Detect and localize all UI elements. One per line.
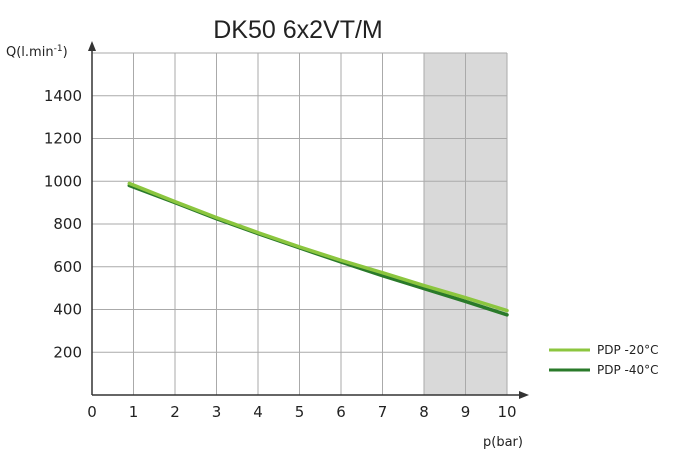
x-tick-label-2: 2	[170, 403, 180, 421]
x-axis-arrow	[519, 391, 529, 399]
axes	[88, 41, 529, 399]
y-axis-label: Q(l.min-1)	[6, 44, 68, 60]
y-axis-label-main: Q(l.min	[6, 45, 54, 60]
y-axis-arrow	[88, 41, 96, 51]
x-tick-label-7: 7	[378, 403, 388, 421]
legend-label-pdp-20: PDP -20°C	[597, 343, 659, 357]
legend: PDP -20°C PDP -40°C	[549, 343, 659, 377]
y-tick-label-1400: 1400	[44, 87, 82, 105]
x-tick-label-4: 4	[253, 403, 263, 421]
grid	[92, 52, 508, 395]
x-tick-label-0: 0	[87, 403, 97, 421]
x-tick-label-9: 9	[461, 403, 471, 421]
x-axis-label: p(bar)	[483, 435, 523, 450]
legend-label-pdp-40: PDP -40°C	[597, 363, 659, 377]
tick-labels: 0 1 2 3 4 5 6 7 8 9 10 200 400 600 800 1000 1200 1400	[44, 87, 517, 421]
x-tick-label-10: 10	[497, 403, 516, 421]
x-tick-label-6: 6	[336, 403, 346, 421]
x-tick-label-3: 3	[212, 403, 222, 421]
y-tick-label-600: 600	[53, 258, 82, 276]
y-tick-label-800: 800	[53, 215, 82, 233]
y-axis-label-close: )	[63, 45, 68, 60]
y-axis-label-sup: -1	[54, 44, 63, 54]
y-tick-label-200: 200	[53, 343, 82, 361]
series-lines	[127, 181, 509, 317]
x-tick-label-5: 5	[295, 403, 305, 421]
x-tick-label-1: 1	[129, 403, 139, 421]
chart-title: DK50 6x2VT/M	[213, 16, 383, 44]
y-tick-label-400: 400	[53, 301, 82, 319]
y-tick-label-1000: 1000	[44, 172, 82, 190]
y-tick-label-1200: 1200	[44, 130, 82, 148]
x-tick-label-8: 8	[419, 403, 429, 421]
series-line-0	[127, 181, 509, 313]
